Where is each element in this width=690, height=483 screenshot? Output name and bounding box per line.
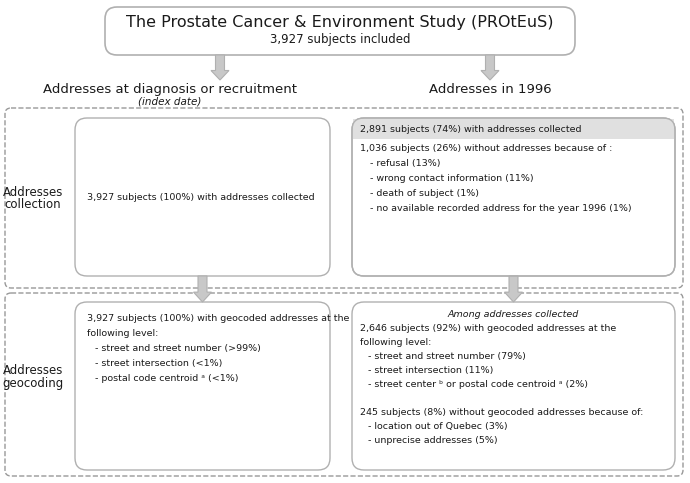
Polygon shape [193, 276, 212, 302]
FancyBboxPatch shape [75, 118, 330, 276]
Bar [353, 119, 674, 139]
Text: 3,927 subjects included: 3,927 subjects included [270, 33, 411, 46]
Text: 245 subjects (8%) without geocoded addresses because of:: 245 subjects (8%) without geocoded addre… [360, 408, 643, 417]
Text: collection: collection [5, 199, 61, 212]
Text: 1,036 subjects (26%) without addresses because of :: 1,036 subjects (26%) without addresses b… [360, 144, 613, 153]
Text: 3,927 subjects (100%) with geocoded addresses at the: 3,927 subjects (100%) with geocoded addr… [87, 314, 349, 323]
Text: Addresses in 1996: Addresses in 1996 [428, 83, 551, 96]
FancyBboxPatch shape [105, 7, 575, 55]
Text: following level:: following level: [87, 329, 159, 338]
Text: - death of subject (1%): - death of subject (1%) [370, 189, 479, 198]
Text: Addresses: Addresses [3, 364, 63, 377]
FancyBboxPatch shape [352, 118, 675, 276]
Text: Addresses: Addresses [3, 185, 63, 199]
Text: (index date): (index date) [138, 96, 201, 106]
Text: - postal code centroid ᵃ (<1%): - postal code centroid ᵃ (<1%) [95, 374, 239, 383]
Text: following level:: following level: [360, 338, 431, 347]
FancyBboxPatch shape [352, 302, 675, 470]
Text: - street intersection (11%): - street intersection (11%) [368, 366, 493, 375]
Text: - street and street number (79%): - street and street number (79%) [368, 352, 526, 361]
Text: - wrong contact information (11%): - wrong contact information (11%) [370, 174, 533, 183]
Text: - unprecise addresses (5%): - unprecise addresses (5%) [368, 436, 497, 445]
Text: 3,927 subjects (100%) with addresses collected: 3,927 subjects (100%) with addresses col… [87, 193, 315, 201]
Polygon shape [211, 55, 229, 80]
Text: geocoding: geocoding [2, 377, 63, 389]
Text: 2,891 subjects (74%) with addresses collected: 2,891 subjects (74%) with addresses coll… [360, 125, 582, 133]
Text: - location out of Quebec (3%): - location out of Quebec (3%) [368, 422, 508, 431]
FancyBboxPatch shape [75, 302, 330, 470]
Text: The Prostate Cancer & Environment Study (PROtEuS): The Prostate Cancer & Environment Study … [126, 15, 554, 30]
Polygon shape [504, 276, 522, 302]
Text: - street and street number (>99%): - street and street number (>99%) [95, 344, 261, 353]
Text: - refusal (13%): - refusal (13%) [370, 159, 440, 168]
Text: Among addresses collected: Among addresses collected [448, 310, 579, 319]
Text: - street center ᵇ or postal code centroid ᵃ (2%): - street center ᵇ or postal code centroi… [368, 380, 588, 389]
Text: - no available recorded address for the year 1996 (1%): - no available recorded address for the … [370, 204, 631, 213]
Polygon shape [481, 55, 499, 80]
Text: Addresses at diagnosis or recruitment: Addresses at diagnosis or recruitment [43, 83, 297, 96]
Text: 2,646 subjects (92%) with geocoded addresses at the: 2,646 subjects (92%) with geocoded addre… [360, 324, 616, 333]
Text: - street intersection (<1%): - street intersection (<1%) [95, 359, 222, 368]
